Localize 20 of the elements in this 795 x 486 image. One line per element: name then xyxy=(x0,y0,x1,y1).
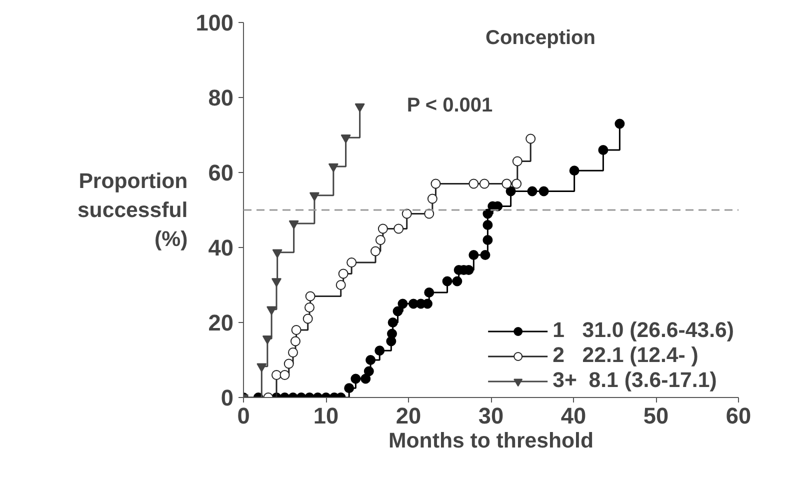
x-tick-label: 0 xyxy=(237,402,250,428)
y-tick-label: 0 xyxy=(220,384,234,410)
y-tick-label: 60 xyxy=(208,160,234,186)
x-tick-label: 30 xyxy=(478,402,504,428)
chart-title: Conception xyxy=(486,26,596,49)
y-tick-label: 20 xyxy=(208,310,234,336)
legend-label: 3+ 8.1 (3.6-17.1) xyxy=(552,368,717,393)
x-tick-label: 20 xyxy=(396,402,422,428)
x-axis-title: Months to threshold xyxy=(388,428,594,452)
y-axis-title: Proportion successful (%) xyxy=(77,169,188,251)
x-tick-label: 40 xyxy=(560,402,586,428)
x-tick-label: 10 xyxy=(313,402,339,428)
x-tick-label: 50 xyxy=(643,402,669,428)
annotation: P < 0.001 xyxy=(406,94,493,116)
legend-label: 1 31.0 (26.6-43.6) xyxy=(552,318,734,343)
legend-label: 2 22.1 (12.4- ) xyxy=(552,343,698,368)
y-tick-label: 100 xyxy=(196,10,234,36)
y-tick-label: 40 xyxy=(208,234,234,260)
x-tick-label: 60 xyxy=(726,402,752,428)
y-tick-label: 80 xyxy=(208,84,234,110)
